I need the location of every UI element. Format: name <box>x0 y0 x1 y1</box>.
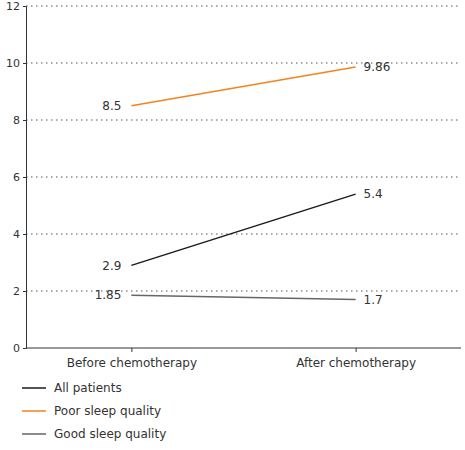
y-tick-label: 0 <box>13 342 20 355</box>
data-label: 9.86 <box>364 60 391 74</box>
y-tick: 4 <box>13 228 26 241</box>
y-tick: 10 <box>6 57 26 70</box>
legend-swatch <box>22 433 46 435</box>
legend-swatch <box>22 410 46 412</box>
series-line <box>131 194 355 265</box>
data-label: 8.5 <box>102 99 121 113</box>
x-axis-line <box>26 348 461 349</box>
y-tick-mark <box>23 348 26 349</box>
grid-line <box>26 6 461 7</box>
y-tick-mark <box>23 63 26 64</box>
x-tick-label: Before chemotherapy <box>67 356 197 370</box>
y-tick-mark <box>23 177 26 178</box>
legend-label: All patients <box>54 381 122 395</box>
grid-line <box>26 291 461 292</box>
data-label: 2.9 <box>102 259 121 273</box>
series-line <box>131 67 355 106</box>
data-label: 1.85 <box>95 288 122 302</box>
chart: 0 2 4 6 8 10 12 Before chemotherapy After chemot… <box>0 0 465 450</box>
x-tick-mark <box>131 348 132 352</box>
y-tick-label: 8 <box>13 114 20 127</box>
data-label: 1.7 <box>364 293 383 307</box>
y-tick: 2 <box>13 285 26 298</box>
y-tick-label: 4 <box>13 228 20 241</box>
y-axis: 0 2 4 6 8 10 12 <box>6 0 27 355</box>
y-tick-mark <box>23 234 26 235</box>
y-axis-line <box>23 7 27 349</box>
y-tick-mark <box>23 6 26 7</box>
y-tick-label: 6 <box>13 171 20 184</box>
x-tick: After chemotherapy <box>296 348 416 370</box>
grid-line <box>26 234 461 235</box>
y-tick: 6 <box>13 171 26 184</box>
y-tick-mark <box>23 120 26 121</box>
legend: All patients Poor sleep quality Good sleep… <box>22 381 166 441</box>
y-tick-label: 12 <box>6 0 20 13</box>
grid-line <box>26 177 461 178</box>
y-tick-mark <box>23 291 26 292</box>
legend-item: Good sleep quality <box>22 427 166 441</box>
x-axis: Before chemotherapy After chemotherapy <box>26 348 461 370</box>
data-labels: 2.9 5.4 8.5 9.86 1.85 1.7 <box>95 60 391 307</box>
y-tick: 0 <box>13 342 26 355</box>
legend-swatch <box>22 387 46 389</box>
legend-label: Poor sleep quality <box>54 404 161 418</box>
y-tick: 8 <box>13 114 26 127</box>
lines <box>131 67 355 300</box>
x-tick-mark <box>356 348 357 352</box>
y-tick: 12 <box>6 0 26 13</box>
legend-item: All patients <box>22 381 122 395</box>
grid <box>26 6 461 291</box>
x-tick-label: After chemotherapy <box>296 356 416 370</box>
x-tick: Before chemotherapy <box>67 348 197 370</box>
grid-line <box>26 120 461 121</box>
y-tick-label: 2 <box>13 285 20 298</box>
legend-item: Poor sleep quality <box>22 404 161 418</box>
series-line <box>131 295 355 299</box>
grid-line <box>26 63 461 64</box>
data-label: 5.4 <box>364 187 383 201</box>
y-tick-label: 10 <box>6 57 20 70</box>
legend-label: Good sleep quality <box>54 427 166 441</box>
